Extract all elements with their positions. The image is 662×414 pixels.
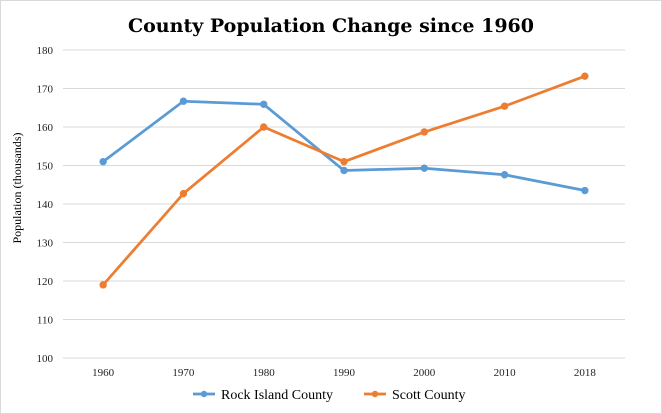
data-point [340, 166, 348, 175]
data-point [99, 157, 107, 166]
series-1 [99, 72, 589, 289]
series-0 [99, 97, 589, 195]
data-point [420, 164, 428, 172]
legend: Rock Island County Scott County [193, 388, 466, 403]
x-tick-label: 1980 [253, 367, 276, 379]
data-point [500, 102, 509, 110]
data-point [420, 128, 428, 136]
legend-label: Rock Island County [221, 388, 333, 403]
chart-title: County Population Change since 1960 [128, 15, 534, 37]
y-axis-ticks: 100 110 120 130 140 150 160 170 180 [37, 45, 54, 365]
data-point [581, 186, 589, 195]
y-tick-label: 170 [37, 84, 54, 96]
y-axis-label: Population (thousands) [10, 133, 24, 244]
gridlines [63, 49, 625, 359]
x-tick-label: 1970 [172, 367, 195, 379]
x-tick-label: 2018 [574, 367, 597, 379]
y-tick-label: 140 [37, 199, 54, 211]
y-tick-label: 100 [37, 353, 54, 365]
y-tick-label: 160 [37, 122, 54, 134]
y-tick-label: 120 [37, 276, 54, 288]
x-tick-label: 2010 [494, 367, 517, 379]
x-axis-ticks: 1960 1970 1980 1990 2000 2010 2018 [92, 367, 596, 379]
data-point [179, 189, 188, 198]
data-point [179, 97, 188, 105]
data-point [340, 157, 348, 166]
legend-label: Scott County [392, 388, 466, 403]
legend-marker [371, 390, 379, 398]
data-point [99, 281, 107, 289]
x-tick-label: 1990 [333, 367, 356, 379]
data-point [500, 171, 509, 179]
series-line [101, 99, 587, 192]
series-lines [99, 72, 589, 289]
data-point [260, 123, 268, 131]
y-tick-label: 180 [37, 45, 54, 57]
data-point [260, 100, 268, 108]
y-tick-label: 130 [37, 238, 54, 250]
y-tick-label: 110 [37, 315, 54, 327]
x-tick-label: 1960 [92, 367, 115, 379]
data-point [581, 72, 589, 80]
y-tick-label: 150 [37, 161, 54, 173]
legend-marker [200, 390, 208, 398]
x-tick-label: 2000 [413, 367, 436, 379]
